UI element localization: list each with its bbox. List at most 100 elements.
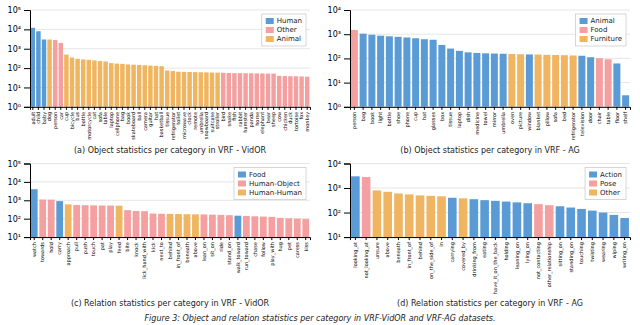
legend-label: Animal [277, 35, 301, 43]
x-tick: feed [116, 237, 122, 253]
bar [56, 201, 63, 237]
x-tick-label: tissue [447, 112, 453, 127]
x-tick-mark [119, 237, 120, 240]
x-tick: knock [133, 237, 139, 257]
x-tick: chase [252, 237, 258, 257]
legend: FoodHuman-ObjectHuman-Human [234, 168, 306, 200]
x-tick: beneath [395, 237, 401, 263]
y-tick-label: 10² [8, 64, 21, 73]
x-tick-label: kiss [303, 242, 309, 252]
bar [99, 206, 106, 238]
legend: AnimalFoodFurniture [576, 14, 626, 46]
bar [502, 202, 511, 237]
bar [141, 211, 148, 237]
legend-box [262, 14, 306, 46]
bar [226, 215, 233, 237]
x-tick-mark [599, 107, 600, 110]
x-tick: eating [481, 237, 488, 258]
x-tick-mark [263, 237, 264, 240]
x-tick-label: floor [614, 111, 620, 123]
x-tick-mark [184, 107, 185, 110]
y-tick-mark [24, 10, 30, 11]
bar [570, 55, 577, 106]
legend-label: Food [591, 26, 608, 34]
x-tick-label: wearing [600, 242, 607, 262]
x-tick-mark [549, 237, 550, 240]
bar [283, 76, 287, 107]
x-tick: floor [614, 107, 620, 123]
x-tick-mark [624, 237, 625, 240]
x-tick: wearing [600, 237, 607, 262]
x-tick: push [82, 237, 89, 254]
x-tick: medicine [474, 107, 480, 135]
x-tick: kick [150, 237, 156, 252]
x-tick-label: chair [596, 111, 602, 124]
bar [491, 201, 500, 237]
x-tick: lying_on [524, 237, 531, 263]
x-tick: bag [360, 107, 367, 121]
bar [294, 76, 298, 107]
x-tick-label: laptop [456, 112, 463, 128]
bar [535, 55, 542, 107]
legend-label: Action [600, 171, 622, 179]
x-tick: sofa [552, 107, 558, 123]
bar [221, 73, 225, 107]
bar [566, 208, 575, 238]
bar [517, 54, 524, 107]
bar [605, 59, 612, 107]
y-tick: 10⁴ [328, 6, 350, 15]
bar [578, 56, 585, 107]
bar [377, 36, 384, 107]
bar [277, 76, 281, 107]
bar [500, 54, 507, 107]
bar [201, 214, 208, 237]
x-tick: television [579, 107, 585, 136]
x-tick-mark [363, 107, 364, 110]
y-tick-label: 10² [328, 209, 341, 218]
caption: Figure 3: Object and relation statistics… [145, 314, 496, 323]
bar [59, 43, 63, 107]
x-tick-mark [581, 237, 582, 240]
bar [412, 38, 419, 107]
x-tick: covered_by [460, 237, 467, 271]
x-tick-label: chase [252, 242, 258, 257]
bar [394, 193, 403, 237]
y-tick: 10³ [328, 30, 350, 39]
bar [421, 39, 428, 107]
legend-swatch [589, 181, 597, 187]
x-tick-label: other_relationship [546, 242, 553, 287]
x-tick-label: light [377, 112, 384, 123]
x-tick-label: next_to [158, 242, 165, 261]
bar [159, 66, 163, 107]
legend-label: Food [249, 171, 266, 179]
x-tick: behind [167, 237, 173, 259]
x-tick: watch [31, 237, 37, 257]
y-tick-label: 10¹ [8, 84, 21, 93]
x-tick-label: have_it_on_the_back [492, 242, 499, 294]
x-tick: person [351, 107, 358, 129]
x-tick-mark [354, 107, 355, 110]
bar [192, 214, 199, 237]
bar [109, 63, 113, 107]
x-tick-label: cup [412, 112, 419, 121]
y-tick-mark [24, 107, 30, 108]
x-tick-mark [44, 107, 45, 110]
x-tick-mark [161, 237, 162, 240]
x-tick-mark [380, 107, 381, 110]
bar [260, 73, 264, 106]
legend-box [576, 14, 626, 46]
x-tick-mark [223, 107, 224, 110]
grid [30, 10, 310, 107]
y-tick: 10⁴ [8, 25, 30, 34]
x-tick-mark [503, 107, 504, 110]
x-tick-mark [430, 237, 431, 240]
x-tick: dish [465, 107, 471, 122]
x-tick-mark [371, 107, 372, 110]
x-tick-label: play_with [269, 242, 276, 266]
y-tick: 10⁴ [8, 178, 30, 187]
x-tick-label: on_the_side_of [428, 242, 435, 279]
x-tick: approach [65, 237, 72, 265]
x-tick: cup [412, 107, 419, 121]
x-tick-mark [195, 107, 196, 110]
x-axis-label: (d) Relation statistics per category in … [397, 299, 583, 308]
